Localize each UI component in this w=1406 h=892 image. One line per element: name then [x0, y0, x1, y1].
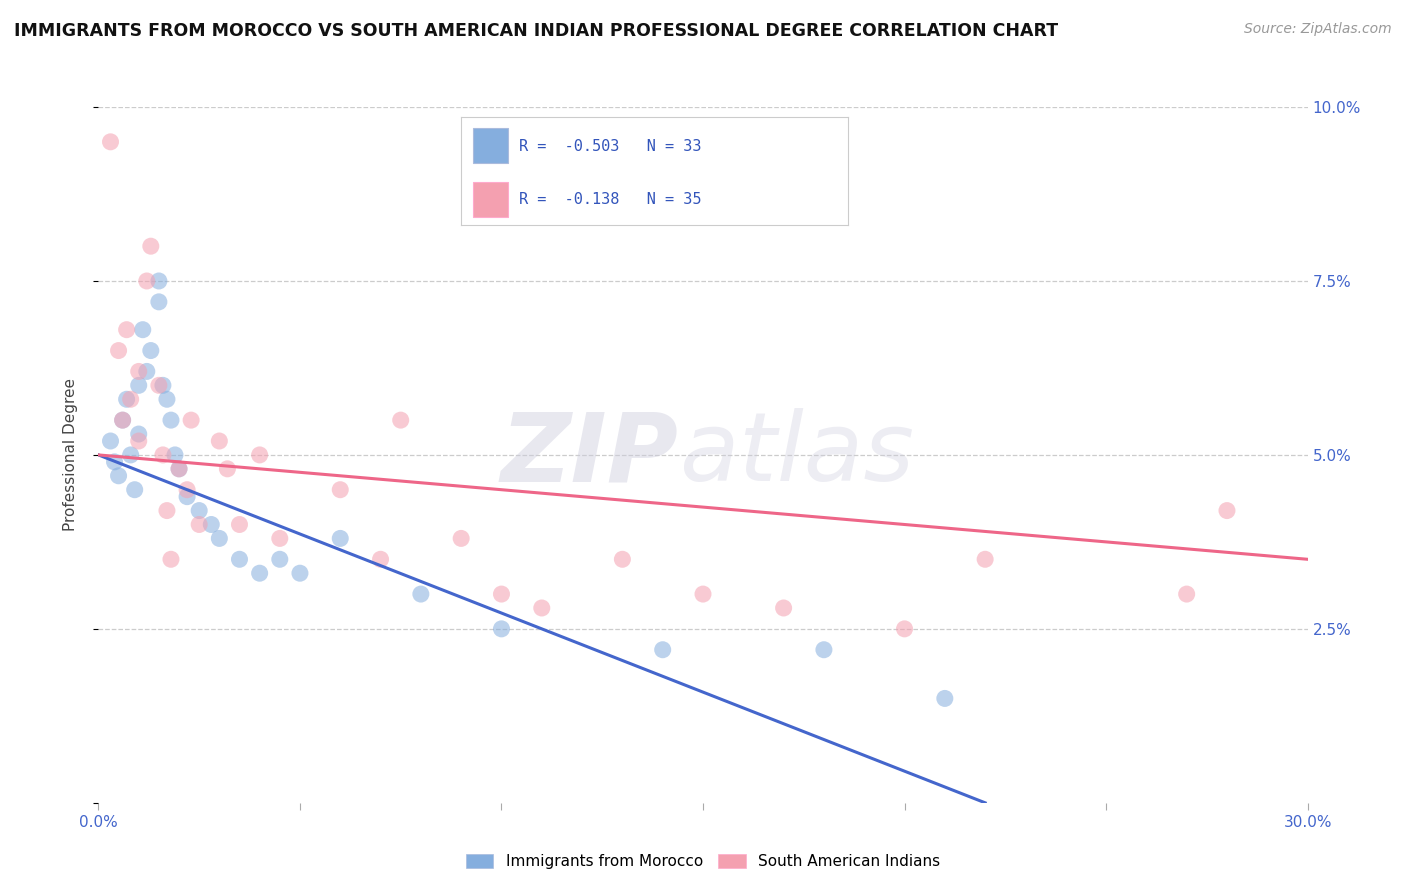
Point — [111, 413, 134, 427]
Point — [115, 323, 138, 337]
Y-axis label: Professional Degree: Professional Degree — [63, 378, 77, 532]
Point — [288, 566, 311, 581]
Point — [176, 483, 198, 497]
Point — [1216, 503, 1239, 517]
Point — [120, 392, 142, 407]
Point — [208, 532, 231, 546]
Point — [152, 378, 174, 392]
Point — [188, 503, 211, 517]
Point — [167, 462, 190, 476]
Text: Source: ZipAtlas.com: Source: ZipAtlas.com — [1244, 22, 1392, 37]
Point — [139, 239, 162, 253]
Point — [813, 642, 835, 657]
Point — [111, 413, 134, 427]
Point — [329, 532, 352, 546]
Point — [128, 364, 150, 378]
Point — [692, 587, 714, 601]
Point — [148, 294, 170, 309]
Point — [389, 413, 412, 427]
Point — [128, 378, 150, 392]
Point — [100, 135, 122, 149]
Point — [893, 622, 915, 636]
Point — [772, 601, 794, 615]
Point — [135, 364, 157, 378]
Point — [934, 691, 956, 706]
Point — [200, 517, 222, 532]
Point — [208, 434, 231, 448]
Point — [107, 343, 129, 358]
Point — [148, 378, 170, 392]
Point — [120, 448, 142, 462]
Text: ZIP: ZIP — [501, 409, 679, 501]
Point — [160, 413, 183, 427]
Point — [167, 462, 190, 476]
Point — [228, 517, 250, 532]
Point — [188, 517, 211, 532]
Point — [530, 601, 553, 615]
Point — [249, 448, 271, 462]
Point — [180, 413, 202, 427]
Point — [1175, 587, 1198, 601]
Point — [651, 642, 673, 657]
Point — [139, 343, 162, 358]
Text: atlas: atlas — [679, 409, 914, 501]
Point — [148, 274, 170, 288]
Point — [249, 566, 271, 581]
Point — [135, 274, 157, 288]
Point — [217, 462, 239, 476]
Text: IMMIGRANTS FROM MOROCCO VS SOUTH AMERICAN INDIAN PROFESSIONAL DEGREE CORRELATION: IMMIGRANTS FROM MOROCCO VS SOUTH AMERICA… — [14, 22, 1059, 40]
Point — [156, 503, 179, 517]
Point — [124, 483, 146, 497]
Point — [128, 434, 150, 448]
Point — [329, 483, 352, 497]
Point — [103, 455, 125, 469]
Point — [107, 468, 129, 483]
Point — [269, 552, 291, 566]
Point — [409, 587, 432, 601]
Point — [269, 532, 291, 546]
Point — [228, 552, 250, 566]
Point — [160, 552, 183, 566]
Point — [370, 552, 392, 566]
Legend: Immigrants from Morocco, South American Indians: Immigrants from Morocco, South American … — [460, 848, 946, 875]
Point — [491, 587, 513, 601]
Point — [100, 434, 122, 448]
Point — [163, 448, 186, 462]
Point — [115, 392, 138, 407]
Point — [132, 323, 155, 337]
Point — [176, 490, 198, 504]
Point — [152, 448, 174, 462]
Point — [128, 427, 150, 442]
Point — [450, 532, 472, 546]
Point — [491, 622, 513, 636]
Point — [156, 392, 179, 407]
Point — [612, 552, 634, 566]
Point — [974, 552, 997, 566]
